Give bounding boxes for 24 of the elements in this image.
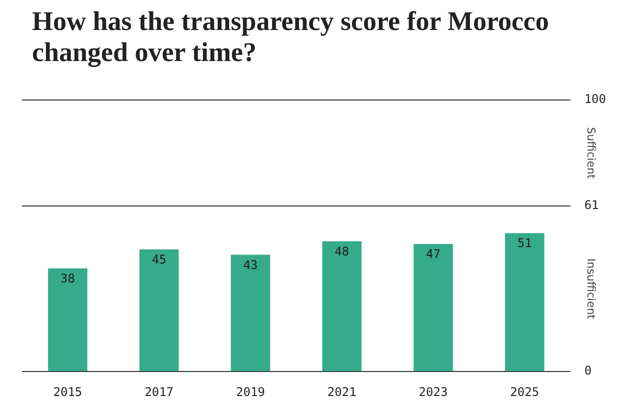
x-tick-label: 2025 <box>510 384 540 399</box>
bar <box>230 254 270 372</box>
text: Sufficient <box>584 127 598 180</box>
bar <box>322 241 362 372</box>
text: Insufficient <box>584 258 598 320</box>
x-tick-label: 2019 <box>236 384 265 399</box>
chart-title: How has the transparency score for Morocco changed over time? <box>32 6 550 68</box>
bar <box>48 268 88 372</box>
data-label: 48 <box>334 244 350 258</box>
bar <box>414 244 453 372</box>
y-tick-label: 0 <box>584 364 592 378</box>
x-tick-label: 2015 <box>53 384 82 399</box>
x-tick-label: 2023 <box>418 384 448 399</box>
y-tick-label: 61 <box>584 198 599 212</box>
x-tick-label: 2021 <box>327 384 356 399</box>
x-tick-label: 2017 <box>144 384 174 399</box>
data-label: 38 <box>60 272 75 286</box>
bar <box>504 233 544 372</box>
data-label: 43 <box>243 258 258 272</box>
y-tick-label: 100 <box>584 92 606 106</box>
data-label: 51 <box>517 236 532 250</box>
bar <box>139 249 179 372</box>
data-label: 45 <box>152 252 166 267</box>
data-label: 47 <box>426 247 440 262</box>
